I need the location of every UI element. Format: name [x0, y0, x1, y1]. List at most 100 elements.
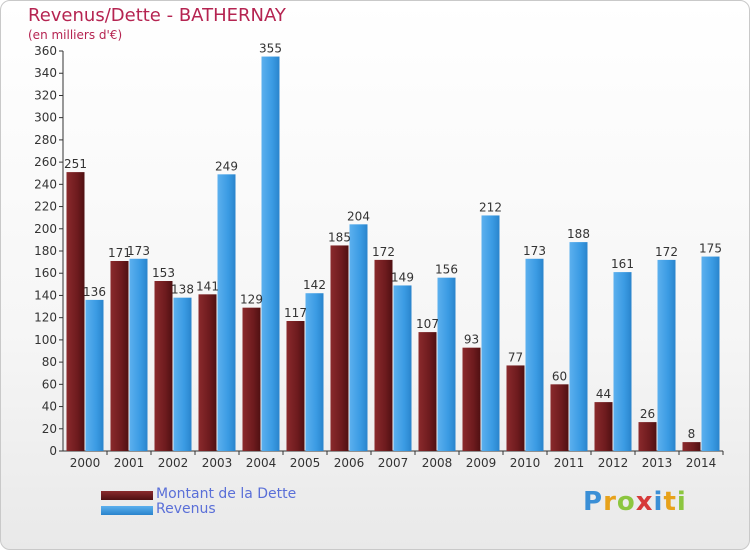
- bar-debt-2014: [682, 442, 701, 451]
- x-tick-label: 2012: [598, 456, 629, 470]
- x-tick-label: 2006: [334, 456, 365, 470]
- data-label-debt-2008: 107: [416, 317, 439, 331]
- bar-debt-2008: [418, 332, 437, 451]
- x-tick-label: 2010: [510, 456, 541, 470]
- bar-debt-2001: [110, 261, 129, 451]
- data-label-revenue-2006: 204: [347, 209, 370, 223]
- bar-debt-2002: [154, 281, 173, 451]
- data-label-debt-2003: 141: [196, 279, 219, 293]
- data-label-debt-2010: 77: [508, 350, 523, 364]
- bar-debt-2010: [506, 365, 525, 451]
- bar-revenue-2002: [173, 297, 192, 451]
- data-label-revenue-2011: 188: [567, 227, 590, 241]
- y-tick-label: 220: [34, 200, 57, 214]
- bar-revenue-2013: [657, 259, 676, 451]
- x-tick-label: 2014: [686, 456, 717, 470]
- y-tick-label: 100: [34, 333, 57, 347]
- y-tick-label: 240: [34, 177, 57, 191]
- y-tick-label: 340: [34, 66, 57, 80]
- y-tick-label: 160: [34, 266, 57, 280]
- data-label-debt-2006: 185: [328, 230, 351, 244]
- data-label-debt-2014: 8: [688, 427, 696, 441]
- y-axis: 0 20 40 60 80 100 120 140 160 180 200 220 240 260 280 3…: [34, 44, 64, 458]
- bar-debt-2011: [550, 384, 569, 451]
- x-tick-label: 2004: [246, 456, 277, 470]
- y-tick-label: 360: [34, 44, 57, 58]
- data-label-debt-2005: 117: [284, 306, 307, 320]
- data-label-revenue-2008: 156: [435, 263, 458, 277]
- data-label-revenue-2007: 149: [391, 270, 414, 284]
- y-tick-label: 120: [34, 311, 57, 325]
- data-label-revenue-2002: 138: [171, 283, 194, 297]
- x-tick-label: 2007: [378, 456, 409, 470]
- bar-debt-2009: [462, 347, 481, 451]
- x-tick-label: 2005: [290, 456, 321, 470]
- legend-label-revenue: Revenus: [156, 501, 216, 517]
- data-label-debt-2013: 26: [640, 407, 655, 421]
- legend-swatch-revenue: [101, 506, 153, 515]
- data-label-revenue-2014: 175: [699, 242, 722, 256]
- y-tick-label: 180: [34, 244, 57, 258]
- data-label-revenue-2001: 173: [127, 244, 150, 258]
- y-tick-label: 300: [34, 111, 57, 125]
- y-tick-label: 0: [49, 444, 57, 458]
- bar-revenue-2012: [613, 272, 632, 451]
- x-tick-label: 2002: [158, 456, 189, 470]
- data-label-revenue-2012: 161: [611, 257, 634, 271]
- data-label-debt-2012: 44: [596, 387, 611, 401]
- x-tick-label: 2001: [114, 456, 145, 470]
- data-label-debt-2009: 93: [464, 333, 479, 347]
- data-label-revenue-2010: 173: [523, 244, 546, 258]
- bar-revenue-2004: [261, 56, 280, 452]
- bar-debt-2005: [286, 321, 305, 451]
- bar-chart: 0 20 40 60 80 100 120 140 160 180 200 220 240 260 280 3…: [34, 42, 724, 470]
- y-tick-label: 260: [34, 155, 57, 169]
- data-label-debt-2001: 171: [108, 246, 131, 260]
- x-tick-label: 2000: [70, 456, 101, 470]
- bar-debt-2003: [198, 294, 217, 451]
- bar-revenue-2014: [701, 256, 720, 451]
- chart-subtitle: (en milliers d'€): [28, 28, 123, 42]
- data-label-debt-2004: 129: [240, 293, 263, 307]
- data-label-revenue-2005: 142: [303, 278, 326, 292]
- data-label-revenue-2004: 355: [259, 42, 282, 56]
- y-tick-label: 320: [34, 88, 57, 102]
- x-tick-label: 2011: [554, 456, 585, 470]
- bar-revenue-2007: [393, 285, 412, 451]
- bars-group: [66, 56, 720, 452]
- data-label-revenue-2009: 212: [479, 200, 502, 214]
- bar-revenue-2009: [481, 215, 500, 451]
- bar-revenue-2010: [525, 258, 544, 451]
- data-label-revenue-2003: 249: [215, 159, 238, 173]
- data-label-revenue-2000: 136: [83, 285, 106, 299]
- legend-label-debt: Montant de la Dette: [156, 486, 297, 502]
- bar-revenue-2006: [349, 224, 368, 451]
- bar-revenue-2001: [129, 258, 148, 451]
- bar-revenue-2003: [217, 174, 236, 452]
- bar-revenue-2008: [437, 277, 456, 451]
- bar-debt-2013: [638, 422, 657, 451]
- chart-title: Revenus/Dette - BATHERNAY: [28, 5, 286, 26]
- data-label-debt-2007: 172: [372, 245, 395, 259]
- bar-debt-2006: [330, 245, 349, 451]
- x-tick-label: 2013: [642, 456, 673, 470]
- bar-debt-2004: [242, 307, 261, 451]
- bar-revenue-2011: [569, 242, 588, 451]
- x-tick-label: 2003: [202, 456, 233, 470]
- bar-revenue-2000: [85, 299, 104, 451]
- y-tick-label: 20: [42, 422, 57, 436]
- y-tick-label: 140: [34, 288, 57, 302]
- y-tick-label: 80: [42, 355, 57, 369]
- bar-debt-2012: [594, 402, 613, 451]
- proxiti-logo: Proxiti: [583, 487, 687, 517]
- y-tick-label: 200: [34, 222, 57, 236]
- x-tick-label: 2008: [422, 456, 453, 470]
- y-tick-label: 40: [42, 400, 57, 414]
- bar-debt-2000: [66, 172, 85, 451]
- x-axis: 2000 2001 2002 2003 2004 2005 2006 2007 2008 2009…: [63, 450, 724, 470]
- y-tick-label: 280: [34, 133, 57, 147]
- data-label-debt-2011: 60: [552, 369, 567, 383]
- y-tick-label: 60: [42, 377, 57, 391]
